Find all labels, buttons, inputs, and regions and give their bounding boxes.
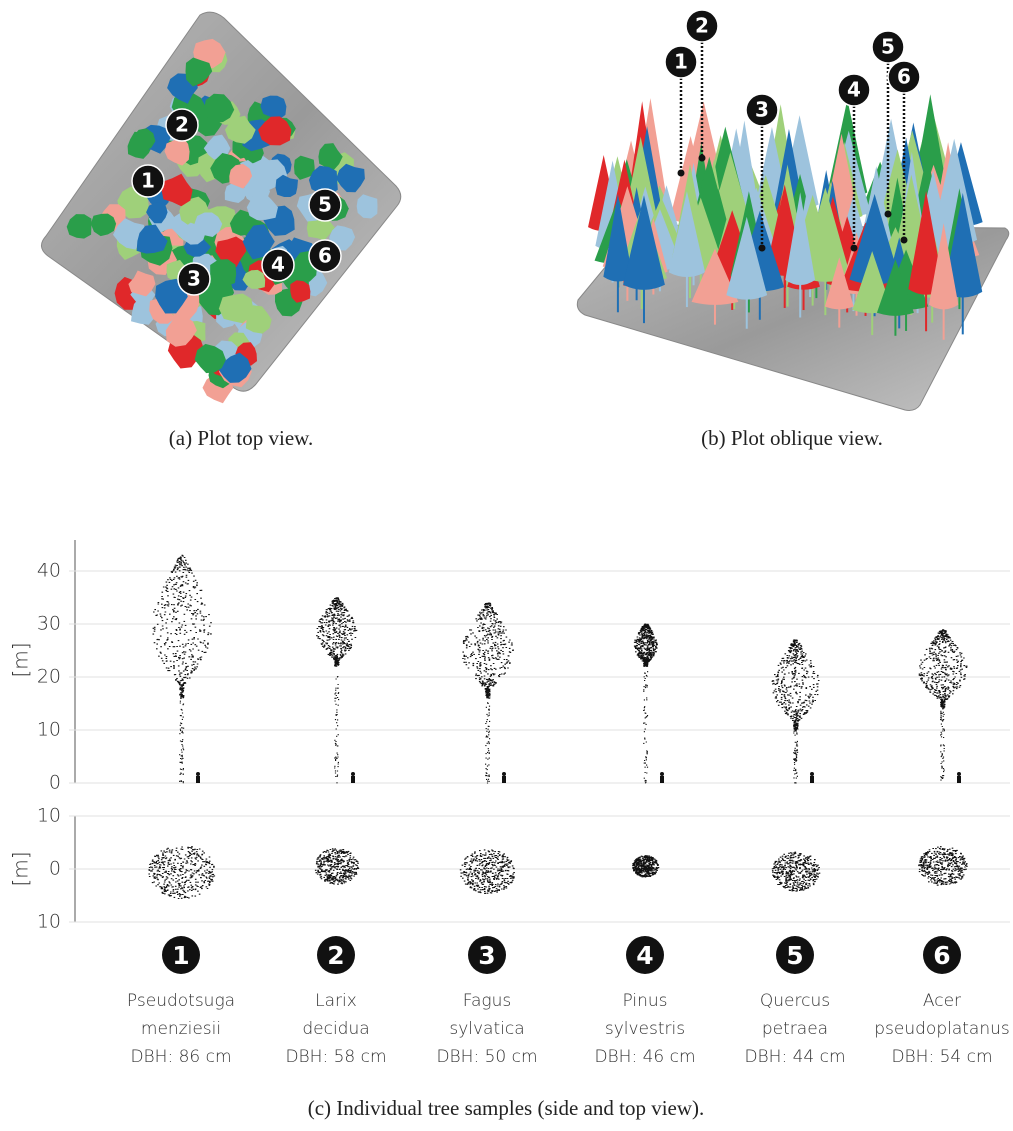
- tree-points: [460, 603, 515, 894]
- tree-number: 6: [933, 941, 950, 970]
- person-icon: [197, 776, 199, 783]
- person-head: [957, 772, 961, 776]
- species-name: Fagus: [463, 991, 511, 1011]
- marker-label: 2: [695, 14, 709, 38]
- person-icon: [958, 776, 960, 783]
- dbh: DBH: 50 cm: [436, 1047, 537, 1067]
- tree-points: [632, 624, 659, 877]
- y-tick-label: 20: [37, 666, 61, 688]
- y-tick-label: 10: [37, 719, 61, 741]
- tree-number: 3: [478, 941, 495, 970]
- tree-number: 1: [172, 941, 189, 970]
- person-icon: [811, 776, 813, 783]
- marker-label: 6: [897, 65, 911, 89]
- y-axis-label: [m]: [9, 851, 33, 886]
- y-tick-label: 30: [37, 613, 61, 635]
- person-head: [810, 772, 814, 776]
- species-name: Quercus: [760, 991, 830, 1011]
- species-name: decidua: [302, 1019, 369, 1039]
- caption-a: (a) Plot top view.: [169, 426, 313, 450]
- y-tick-label: 0: [49, 858, 61, 880]
- species-name: pseudoplatanus: [874, 1019, 1010, 1039]
- y-tick-label: 40: [37, 560, 61, 582]
- species-name: petraea: [762, 1019, 828, 1039]
- person-head: [196, 772, 200, 776]
- tree-points: [315, 598, 359, 884]
- marker-label: 3: [755, 98, 769, 122]
- marker-label: 6: [318, 244, 332, 268]
- tree-points: [918, 630, 967, 886]
- marker-label: 5: [881, 35, 895, 59]
- marker-anchor: [759, 245, 766, 252]
- species-name: sylvatica: [449, 1019, 524, 1039]
- marker-anchor: [851, 245, 858, 252]
- y-tick-label: 10: [37, 805, 61, 827]
- dbh: DBH: 54 cm: [891, 1047, 992, 1067]
- marker-label: 5: [318, 193, 332, 217]
- dbh: DBH: 46 cm: [594, 1047, 695, 1067]
- figure: 123456123456 (a) Plot top view. (b) Plot…: [0, 0, 1013, 1131]
- tree-points: [772, 640, 821, 891]
- marker-label: 4: [271, 253, 285, 277]
- person-head: [351, 772, 355, 776]
- marker-anchor: [901, 237, 908, 244]
- tree-number: 4: [636, 941, 653, 970]
- y-tick-label: 10: [37, 911, 61, 933]
- person-head: [660, 772, 664, 776]
- species-name: Acer: [923, 991, 961, 1011]
- marker-label: 2: [175, 113, 189, 137]
- marker-label: 3: [187, 267, 201, 291]
- caption-c: (c) Individual tree samples (side and to…: [308, 1096, 705, 1120]
- crown: [210, 259, 236, 286]
- person-icon: [661, 776, 663, 783]
- marker-label: 1: [674, 50, 688, 74]
- person-icon: [352, 776, 354, 783]
- marker-label: 4: [847, 78, 861, 102]
- marker-anchor: [699, 155, 706, 162]
- person-head: [502, 772, 506, 776]
- species-name: Pinus: [622, 991, 667, 1011]
- marker-anchor: [885, 211, 892, 218]
- tree-number: 5: [786, 941, 803, 970]
- caption-b: (b) Plot oblique view.: [701, 426, 883, 450]
- panel-c: 0 10 20 30 40 10 0 10 [m] [m] 1 Pseudotsuga menziesi…: [9, 540, 1011, 1067]
- dbh: DBH: 86 cm: [130, 1047, 231, 1067]
- marker-anchor: [678, 170, 685, 177]
- tree-points: [148, 555, 215, 898]
- marker-label: 1: [141, 169, 155, 193]
- y-tick-label: 0: [49, 772, 61, 794]
- species-name: Larix: [315, 991, 357, 1011]
- dbh: DBH: 58 cm: [285, 1047, 386, 1067]
- species-name: menziesii: [141, 1019, 221, 1039]
- y-axis-label: [m]: [9, 642, 33, 677]
- dbh: DBH: 44 cm: [744, 1047, 845, 1067]
- person-icon: [503, 776, 505, 783]
- species-name: sylvestris: [605, 1019, 685, 1039]
- species-name: Pseudotsuga: [127, 991, 235, 1011]
- tree-number: 2: [327, 941, 344, 970]
